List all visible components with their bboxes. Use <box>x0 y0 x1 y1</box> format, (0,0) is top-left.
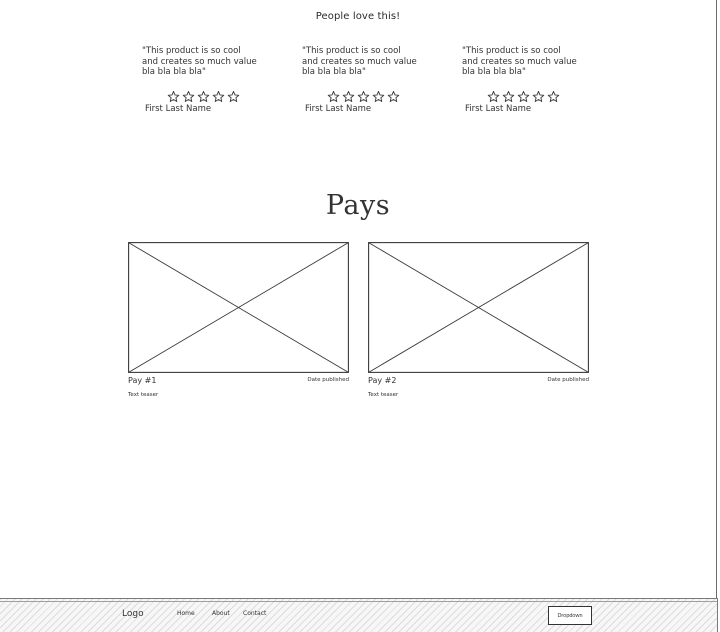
star-icon[interactable] <box>502 90 515 103</box>
testimonial-card: "This product is so cool and creates so … <box>302 46 452 114</box>
image-placeholder-icon <box>368 242 589 373</box>
star-icon[interactable] <box>487 90 500 103</box>
testimonial-card: "This product is so cool and creates so … <box>462 46 612 114</box>
pay-name[interactable]: Pay #1 <box>128 376 157 385</box>
image-placeholder-icon <box>128 242 349 373</box>
testimonial-quote: "This product is so cool and creates so … <box>142 46 257 77</box>
dropdown-button[interactable]: Dropdown <box>548 606 592 625</box>
star-icon[interactable] <box>227 90 240 103</box>
logo[interactable]: Logo <box>122 609 144 619</box>
star-rating[interactable] <box>167 90 292 103</box>
pay-date: Date published <box>547 377 589 383</box>
star-icon[interactable] <box>387 90 400 103</box>
footer-divider <box>0 601 717 602</box>
star-icon[interactable] <box>532 90 545 103</box>
star-icon[interactable] <box>517 90 530 103</box>
nav-link-contact[interactable]: Contact <box>243 610 267 617</box>
star-icon[interactable] <box>327 90 340 103</box>
star-icon[interactable] <box>372 90 385 103</box>
star-icon[interactable] <box>212 90 225 103</box>
star-icon[interactable] <box>342 90 355 103</box>
pay-card[interactable]: Pay #2 Date published Text teaser <box>368 242 589 407</box>
star-rating[interactable] <box>487 90 612 103</box>
pay-teaser: Text teaser <box>368 392 399 398</box>
testimonial-author: First Last Name <box>145 103 212 114</box>
testimonials-title: People love this! <box>315 11 401 22</box>
testimonial-quote: "This product is so cool and creates so … <box>462 46 577 77</box>
testimonial-author: First Last Name <box>465 103 532 114</box>
footer: Logo Home About Contact Dropdown <box>0 598 718 632</box>
frame-edge <box>716 0 717 600</box>
star-icon[interactable] <box>182 90 195 103</box>
nav-link-about[interactable]: About <box>212 610 230 617</box>
pays-title: Pays <box>325 190 391 221</box>
pay-name[interactable]: Pay #2 <box>368 376 397 385</box>
testimonial-quote: "This product is so cool and creates so … <box>302 46 417 77</box>
pay-card[interactable]: Pay #1 Date published Text teaser <box>128 242 349 407</box>
star-icon[interactable] <box>167 90 180 103</box>
star-icon[interactable] <box>357 90 370 103</box>
star-icon[interactable] <box>197 90 210 103</box>
pay-date: Date published <box>307 377 349 383</box>
testimonial-card: "This product is so cool and creates so … <box>142 46 292 114</box>
star-icon[interactable] <box>547 90 560 103</box>
testimonial-author: First Last Name <box>305 103 372 114</box>
star-rating[interactable] <box>327 90 452 103</box>
nav-link-home[interactable]: Home <box>177 610 195 617</box>
pay-teaser: Text teaser <box>128 392 159 398</box>
